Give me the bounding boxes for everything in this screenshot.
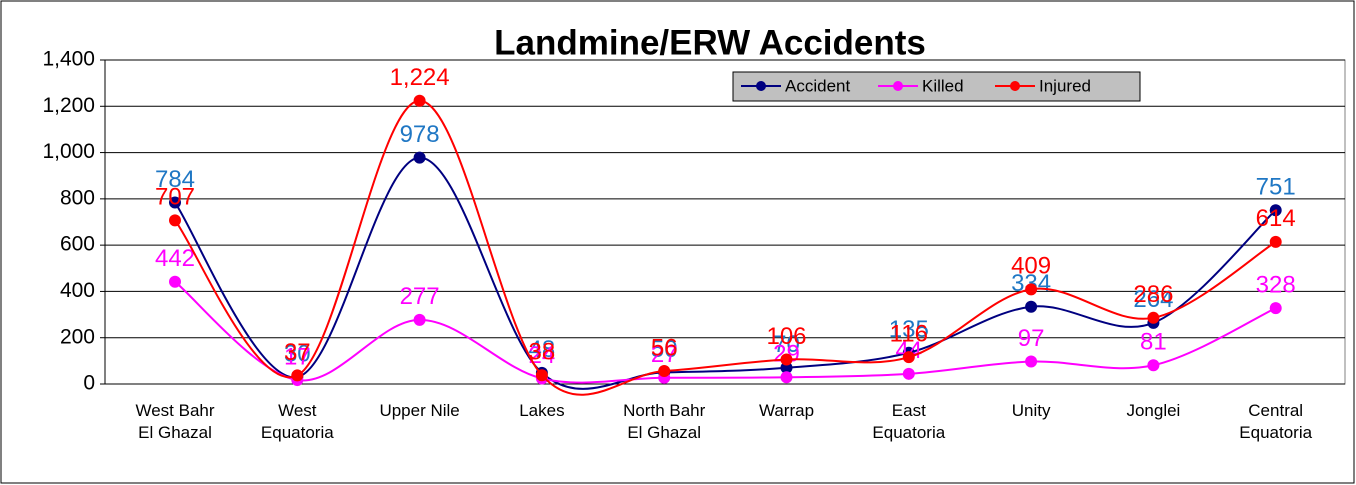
legend-label: Killed bbox=[922, 76, 964, 95]
data-label: 784 bbox=[155, 166, 195, 193]
x-tick-label: Lakes bbox=[519, 401, 565, 420]
data-point bbox=[1269, 204, 1282, 217]
data-point bbox=[169, 214, 181, 227]
data-point bbox=[1147, 359, 1160, 372]
data-point bbox=[413, 151, 426, 164]
y-tick-label: 200 bbox=[60, 325, 95, 348]
data-label: 37 bbox=[284, 339, 311, 366]
chart-title: Landmine/ERW Accidents bbox=[494, 23, 926, 62]
x-tick-label: North Bahr El Ghazal bbox=[623, 401, 706, 442]
data-point bbox=[780, 353, 793, 366]
data-point bbox=[902, 351, 915, 364]
data-label: 409 bbox=[1011, 253, 1051, 280]
data-point bbox=[1025, 300, 1038, 313]
x-tick-label: Warrap bbox=[758, 401, 815, 420]
x-tick-label: East Equatoria bbox=[872, 401, 946, 442]
data-label: 30 bbox=[284, 340, 311, 367]
data-point bbox=[780, 361, 793, 374]
data-point bbox=[1025, 355, 1038, 368]
data-label: 978 bbox=[400, 121, 440, 148]
data-point bbox=[291, 369, 304, 382]
y-tick-label: 800 bbox=[60, 186, 95, 209]
data-label: 614 bbox=[1256, 205, 1296, 232]
data-point bbox=[1269, 302, 1282, 315]
data-label: 751 bbox=[1256, 174, 1296, 201]
data-label: 116 bbox=[890, 320, 928, 347]
data-label: 286 bbox=[1133, 281, 1173, 308]
x-tick-label: West Equatoria bbox=[260, 401, 334, 442]
data-label: 97 bbox=[1018, 325, 1045, 352]
data-label: 135 bbox=[889, 316, 929, 343]
legend-marker bbox=[756, 81, 766, 91]
y-tick-label: 1,000 bbox=[42, 140, 95, 163]
data-point bbox=[535, 369, 548, 382]
data-label: 264 bbox=[1133, 286, 1173, 313]
y-tick-label: 0 bbox=[83, 372, 95, 395]
data-label: 442 bbox=[155, 245, 195, 272]
data-label: 48 bbox=[529, 336, 556, 363]
y-tick-label: 1,400 bbox=[42, 48, 95, 71]
data-label: 1,224 bbox=[390, 64, 450, 91]
y-tick-label: 600 bbox=[60, 233, 95, 256]
data-label: 707 bbox=[155, 184, 195, 211]
legend-box bbox=[732, 71, 1141, 102]
y-tick-label: 1,200 bbox=[42, 94, 95, 117]
x-tick-label: Central Equatoria bbox=[1239, 401, 1313, 442]
data-label: 81 bbox=[1140, 329, 1167, 356]
data-label: 277 bbox=[400, 283, 440, 310]
data-point bbox=[1025, 283, 1038, 296]
data-point bbox=[1147, 311, 1160, 324]
y-tick-label: 400 bbox=[60, 279, 95, 302]
data-label: 38 bbox=[529, 339, 556, 366]
x-tick-label: Unity bbox=[1011, 401, 1051, 420]
x-tick-label: West Bahr El Ghazal bbox=[135, 401, 215, 442]
data-label: 56 bbox=[651, 334, 678, 361]
data-point bbox=[1269, 235, 1282, 248]
legend-marker bbox=[893, 81, 903, 91]
data-label: 27 bbox=[651, 341, 678, 368]
data-label: 50 bbox=[651, 336, 678, 363]
data-point bbox=[169, 196, 181, 209]
data-point bbox=[658, 365, 671, 378]
data-label: 106 bbox=[766, 323, 806, 350]
series-line bbox=[174, 280, 1277, 384]
legend-label: Accident bbox=[785, 76, 850, 95]
x-tick-label: Jonglei bbox=[1126, 401, 1181, 420]
data-point bbox=[902, 367, 915, 380]
x-tick-label: Upper Nile bbox=[379, 401, 460, 420]
legend-marker bbox=[1010, 81, 1020, 91]
data-point bbox=[413, 313, 426, 326]
legend-label: Injured bbox=[1039, 76, 1091, 95]
data-point bbox=[169, 275, 181, 288]
data-point bbox=[413, 94, 426, 107]
data-label: 328 bbox=[1256, 271, 1296, 298]
data-point bbox=[780, 371, 793, 384]
